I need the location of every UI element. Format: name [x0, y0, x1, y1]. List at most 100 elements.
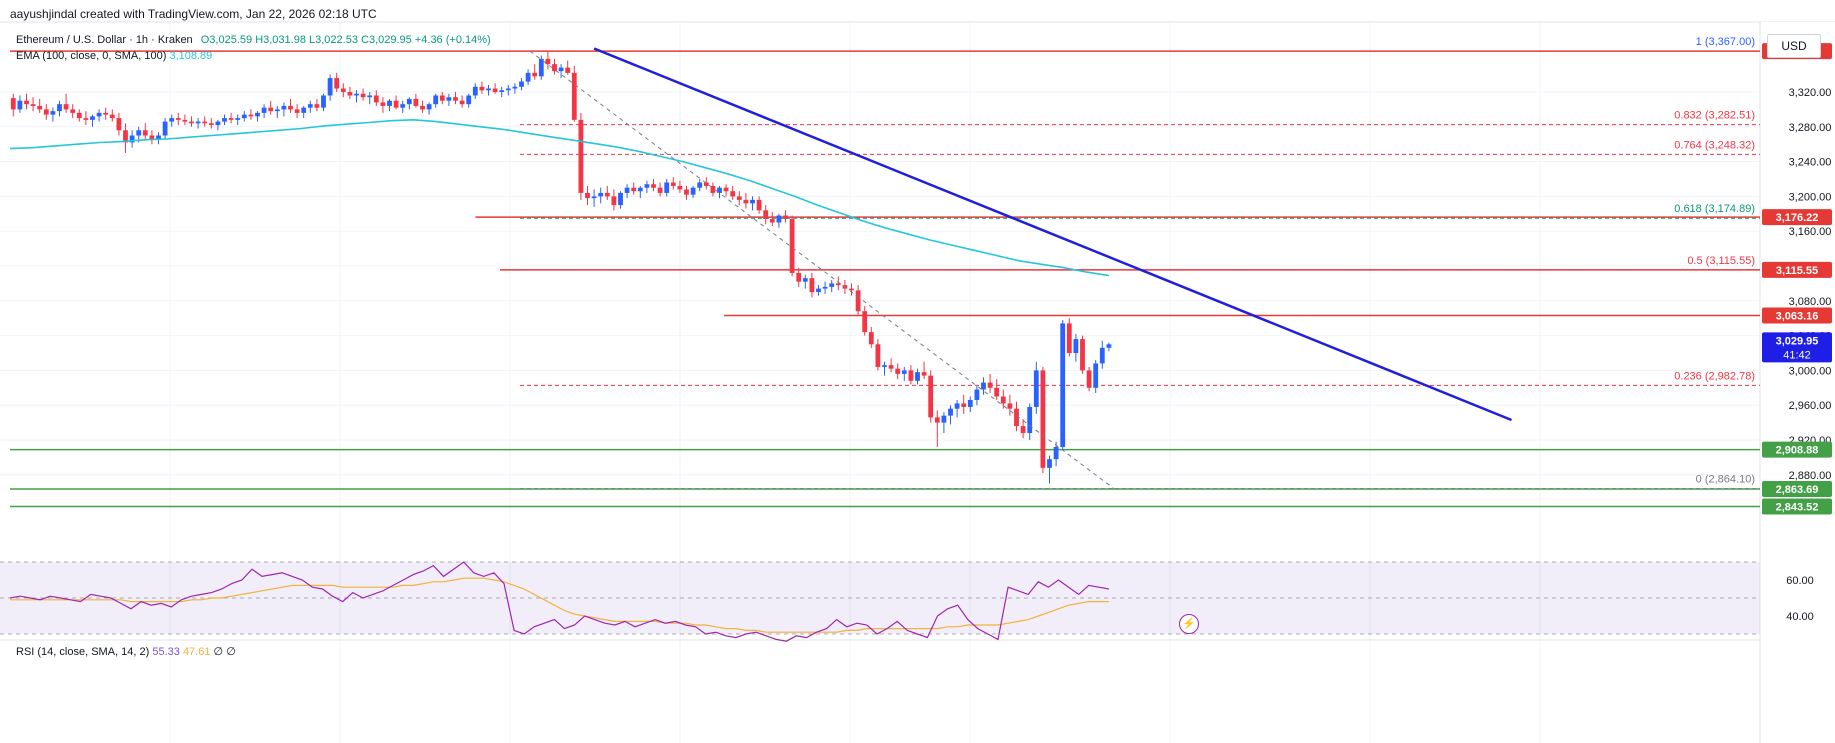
candle — [314, 98, 320, 112]
candle-body — [690, 187, 696, 195]
candle — [30, 97, 36, 112]
rsi-extra-2: ∅ — [226, 646, 236, 658]
ema-legend[interactable]: EMA (100, close, 0, SMA, 100) 3,108.89 — [16, 50, 212, 62]
candle — [123, 123, 128, 153]
price-label-text: 2,863.69 — [1776, 484, 1819, 496]
candle — [651, 179, 656, 192]
candle — [354, 90, 359, 103]
candle-body — [373, 95, 379, 103]
price-label-text: 2,843.52 — [1776, 502, 1819, 514]
candle — [294, 104, 300, 119]
ohlc-open: O3,025.59 — [200, 34, 253, 46]
price-tick-label: 2,960.00 — [1789, 400, 1832, 412]
candle — [512, 83, 518, 94]
candle — [637, 185, 643, 199]
candle-body — [967, 399, 973, 407]
candle-body — [717, 187, 722, 193]
fib-label: 0.618 (3,174.89) — [1674, 203, 1755, 215]
currency-button[interactable]: USD — [1767, 34, 1821, 58]
candle-body — [116, 118, 122, 131]
candle-body — [499, 90, 505, 92]
ema-value: 3,108.89 — [169, 50, 213, 62]
candle — [789, 215, 795, 277]
candle-body — [261, 107, 267, 113]
price-label-bg — [1762, 261, 1832, 278]
candle — [129, 130, 135, 148]
price-label-text: 3,063.16 — [1776, 310, 1819, 322]
candle — [538, 55, 544, 80]
candle — [406, 97, 412, 110]
price-label-bg — [1762, 441, 1832, 458]
candle — [802, 274, 808, 289]
candle-body — [558, 67, 564, 72]
candle-body — [835, 283, 841, 286]
candle — [439, 92, 445, 105]
candle-body — [215, 121, 221, 126]
price-label-bg — [1762, 498, 1832, 515]
candle — [499, 86, 505, 98]
candle-body — [123, 130, 128, 143]
candle-body — [222, 118, 227, 122]
candle — [987, 373, 993, 394]
candle-body — [189, 121, 194, 124]
candle — [1040, 366, 1046, 474]
candle — [565, 60, 571, 75]
axis-background — [1761, 22, 1835, 743]
candle — [862, 306, 868, 336]
candle — [578, 112, 584, 200]
candle-body — [901, 370, 907, 374]
candle-body — [611, 196, 617, 206]
candle — [1047, 455, 1052, 484]
rsi-band — [0, 562, 1760, 634]
candle — [948, 405, 953, 425]
candle — [182, 114, 188, 126]
candle — [400, 100, 406, 113]
candle-body — [248, 114, 254, 117]
candle — [908, 365, 914, 385]
lightning-icon[interactable]: ⚡ — [1179, 614, 1199, 634]
candle-body — [1099, 347, 1105, 364]
symbol-name: Ethereum / U.S. Dollar · 1h · Kraken — [16, 34, 193, 46]
candle — [684, 185, 689, 200]
candle-body — [895, 368, 901, 374]
candle — [453, 92, 458, 105]
candle-body — [439, 95, 445, 101]
candle-body — [63, 104, 69, 110]
candle-body — [76, 112, 82, 119]
candle — [591, 189, 597, 207]
candle — [486, 85, 491, 96]
candle-body — [776, 215, 782, 223]
fib-label: 0.5 (3,115.55) — [1687, 255, 1755, 267]
candle — [261, 104, 267, 119]
price-label: 2,863.69 — [1762, 480, 1832, 497]
candle — [37, 98, 43, 113]
candle — [783, 210, 788, 223]
candle-body — [703, 182, 709, 186]
price-label-text: 3,115.55 — [1776, 265, 1818, 277]
candle-body — [723, 187, 729, 192]
candle-body — [855, 290, 861, 312]
candle-body — [604, 192, 610, 197]
candle-body — [730, 191, 736, 197]
candle — [208, 118, 214, 129]
candle-body — [413, 98, 419, 106]
symbol-legend[interactable]: Ethereum / U.S. Dollar · 1h · Kraken O3,… — [16, 34, 491, 46]
candle-body — [1093, 363, 1099, 388]
price-label: 2,843.52 — [1762, 498, 1832, 515]
candle — [380, 97, 386, 113]
candle — [624, 184, 630, 199]
candle-body — [294, 109, 300, 113]
candle-body — [195, 121, 201, 124]
candle — [492, 83, 498, 94]
candle-body — [802, 278, 808, 282]
price-label-bg — [1762, 209, 1832, 226]
fib-label: 0.832 (3,282.51) — [1674, 110, 1755, 122]
candle — [433, 93, 439, 108]
rsi-legend[interactable]: RSI (14, close, SMA, 14, 2) 55.33 47.61 … — [16, 645, 236, 658]
candle — [849, 283, 854, 296]
candle-body — [519, 81, 524, 87]
candle — [1073, 333, 1079, 362]
candle — [710, 182, 716, 197]
candle-body — [849, 288, 854, 291]
